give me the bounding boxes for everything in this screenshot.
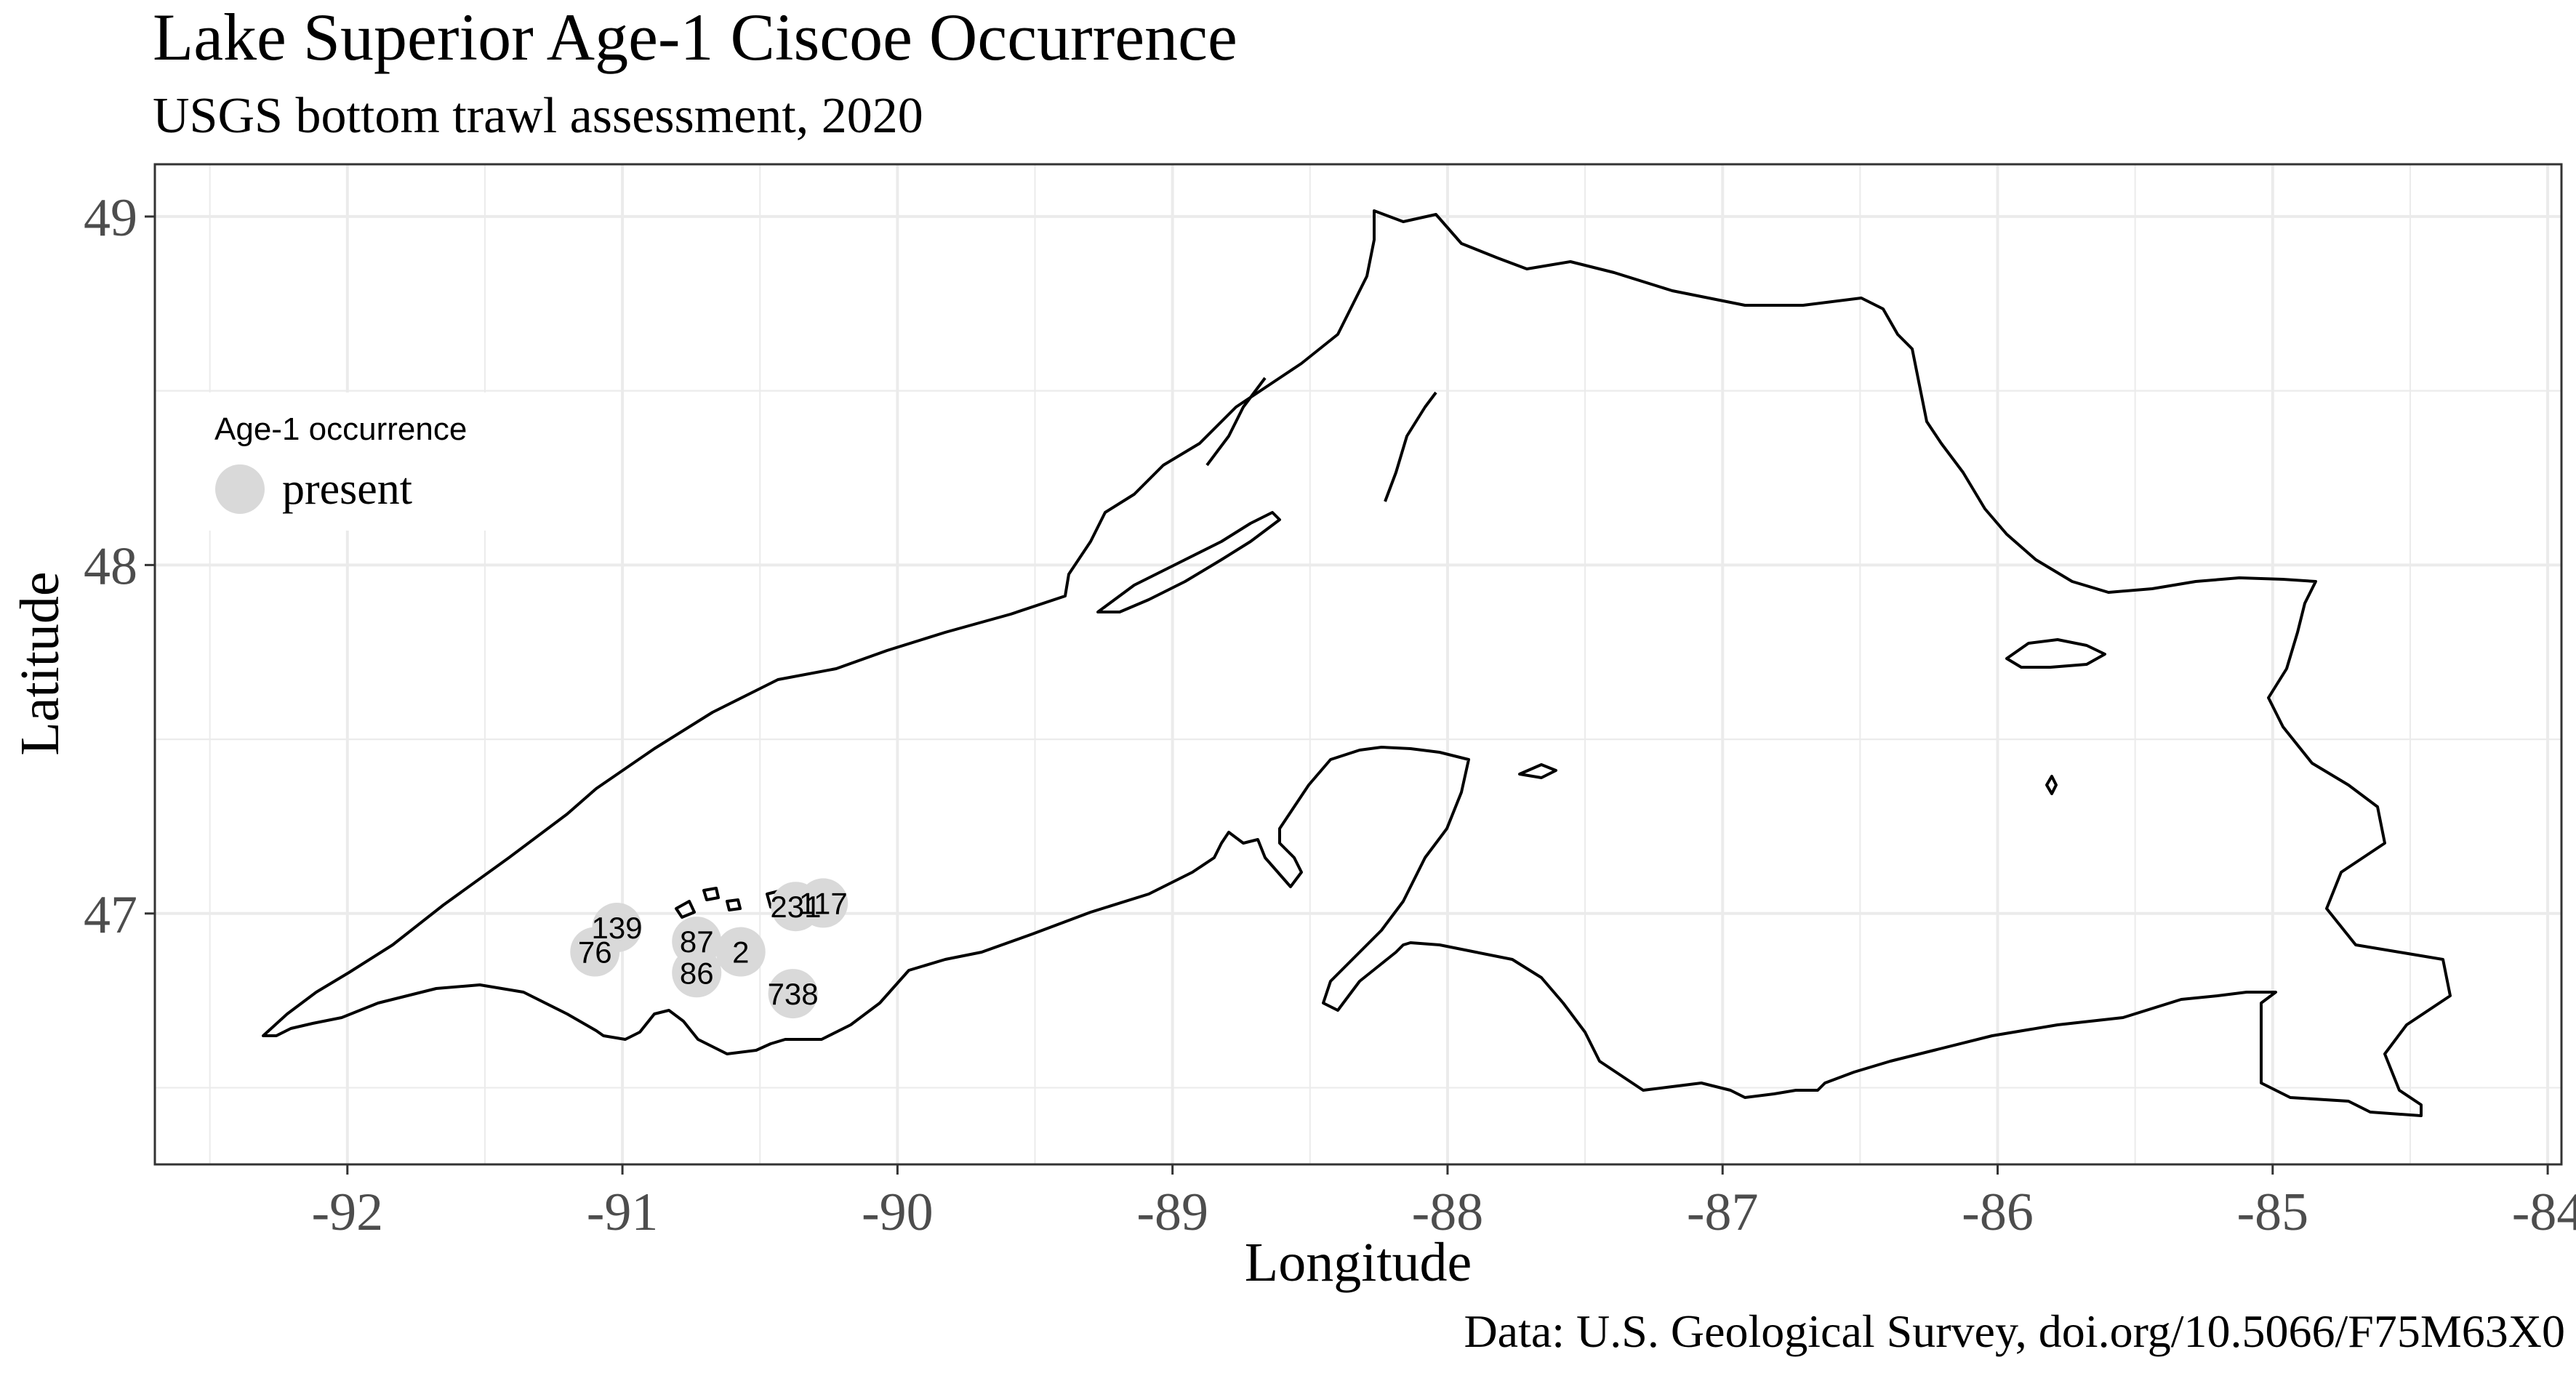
caribou-island xyxy=(2045,775,2058,795)
y-axis-title: Latitude xyxy=(9,571,71,755)
occurrence-count-label: 2 xyxy=(732,935,749,970)
occurrence-point xyxy=(592,902,642,952)
occurrence-count-label: 86 xyxy=(680,956,714,990)
panel-border xyxy=(153,163,2563,1166)
x-tick-label: -91 xyxy=(587,1183,659,1242)
x-tick-label: -89 xyxy=(1136,1183,1208,1242)
y-axis-ticks: 47 48 49 xyxy=(84,188,155,945)
x-tick-label: -84 xyxy=(2512,1183,2576,1242)
michipicoten-island xyxy=(2005,638,2106,669)
keweenaw-island xyxy=(1518,763,1557,779)
gridlines xyxy=(155,164,2561,1164)
black-bay-inlet xyxy=(1205,377,1267,467)
x-tick-label: -85 xyxy=(2236,1183,2308,1242)
legend-title: Age-1 occurrence xyxy=(214,411,467,447)
occurrence-count-label: 87 xyxy=(680,925,714,959)
chart-subtitle: USGS bottom trawl assessment, 2020 xyxy=(153,88,923,144)
y-tick-label: 47 xyxy=(84,885,137,945)
occurrence-point xyxy=(672,948,722,998)
y-tick-label: 49 xyxy=(84,188,137,248)
lake-superior-shoreline xyxy=(262,209,2452,1117)
occurrence-count-label: 76 xyxy=(578,935,612,970)
isle-royale xyxy=(1096,511,1281,613)
data-caption: Data: U.S. Geological Survey, doi.org/10… xyxy=(1464,1305,2565,1357)
legend: Age-1 occurrence present xyxy=(196,392,502,531)
legend-label-present: present xyxy=(282,464,412,514)
x-tick-label: -88 xyxy=(1412,1183,1484,1242)
occurrence-point xyxy=(715,927,766,977)
x-axis-title: Longitude xyxy=(1245,1232,1472,1293)
occurrence-point xyxy=(798,878,848,928)
lake-superior-outline xyxy=(262,209,2452,1117)
x-tick-label: -86 xyxy=(1962,1183,2034,1242)
occurrence-count-label: 231 xyxy=(770,890,821,924)
occurrence-count-label: 738 xyxy=(768,977,819,1011)
occurrence-count-label: 139 xyxy=(591,911,642,945)
x-tick-label: -92 xyxy=(311,1183,383,1242)
x-tick-label: -87 xyxy=(1687,1183,1759,1242)
y-tick-label: 48 xyxy=(84,536,137,596)
x-axis-ticks: -92 -91 -90 -89 -88 -87 -86 -85 -84 xyxy=(311,1164,2576,1242)
panel-background xyxy=(155,164,2561,1164)
x-tick-label: -90 xyxy=(862,1183,934,1242)
occurrence-count-label: 117 xyxy=(799,886,848,920)
legend-key-present xyxy=(215,464,265,514)
occurrence-point xyxy=(768,969,818,1019)
chart-title: Lake Superior Age-1 Ciscoe Occurrence xyxy=(153,0,1237,74)
nipigon-bay-inlet xyxy=(1384,391,1437,502)
apostle-islands xyxy=(675,887,806,919)
